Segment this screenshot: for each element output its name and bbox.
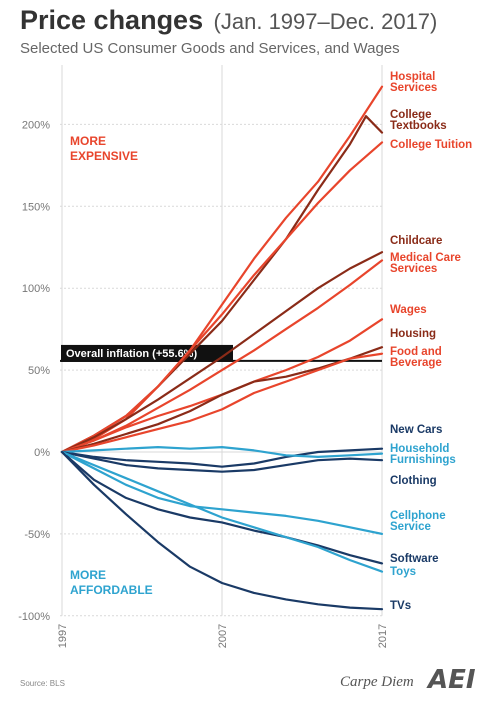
source-note: Source: BLS <box>20 679 65 688</box>
series-lines <box>60 85 384 611</box>
y-tick-label: 100% <box>22 283 50 295</box>
series-label-line: Childcare <box>390 235 442 247</box>
series-label-line: Household <box>390 443 449 455</box>
series-label-line: Services <box>390 82 437 94</box>
series-label-line: College <box>390 109 432 121</box>
more-expensive-label: MORE EXPENSIVE <box>70 134 138 163</box>
series-line-new-cars <box>60 447 384 468</box>
series-label-line: Wages <box>390 304 427 316</box>
series-line-household-furnishings <box>60 446 384 458</box>
series-label-line: Cellphone <box>390 510 446 522</box>
y-tick-label: 0% <box>34 447 50 459</box>
series-label-college-textbooks: College Textbooks <box>390 109 447 132</box>
aei-logo: AEI <box>426 665 476 695</box>
series-label-medical-care-services: Medical Care Services <box>390 252 461 275</box>
series-line-clothing <box>60 450 384 473</box>
y-tick-label: -100% <box>18 611 50 623</box>
series-label-toys: Toys <box>390 566 416 578</box>
y-tick-label: 200% <box>22 119 50 131</box>
series-line-toys <box>60 450 384 573</box>
series-label-line: Software <box>390 553 439 565</box>
series-label-cellphone-service: Cellphone Service <box>390 510 446 533</box>
y-axis-ticks: 200% 150% 100% 50% 0% -50% -100% <box>18 119 50 622</box>
series-label-housing: Housing <box>390 328 436 340</box>
series-label-software: Software <box>390 553 439 565</box>
series-label-childcare: Childcare <box>390 235 442 247</box>
series-label-household-furnishings: Household Furnishings <box>390 443 456 466</box>
series-label-line: Medical Care <box>390 252 461 264</box>
more-affordable-label: MORE AFFORDABLE <box>70 568 153 597</box>
series-label-line: Food and <box>390 346 442 358</box>
x-axis-ticks: 1997 2007 2017 <box>57 624 389 648</box>
series-label-new-cars: New Cars <box>390 424 442 436</box>
series-label-line: Services <box>390 263 437 275</box>
carpe-diem-brand: Carpe Diem <box>340 674 414 690</box>
inflation-annotation: Overall inflation (+55.6%) <box>60 344 382 362</box>
series-label-line: TVs <box>390 600 411 612</box>
inflation-label: Overall inflation (+55.6%) <box>66 348 197 360</box>
more-affordable-line-1: MORE <box>70 568 106 582</box>
series-label-college-tuition: College Tuition <box>390 139 472 151</box>
series-line-cellphone-service <box>60 450 384 535</box>
series-label-food-and-beverage: Food and Beverage <box>390 346 442 369</box>
series-label-line: Service <box>390 521 431 533</box>
chart-subtitle: Selected US Consumer Goods and Services,… <box>20 40 400 57</box>
chart-title-main: Price changes <box>20 5 203 35</box>
series-label-line: Hospital <box>390 71 435 83</box>
series-line-food-and-beverage <box>60 352 384 454</box>
x-tick-label: 1997 <box>57 624 69 648</box>
series-label-line: Toys <box>390 566 416 578</box>
x-tick-label: 2017 <box>377 624 389 648</box>
series-label-hospital-services: Hospital Services <box>390 71 437 94</box>
grid-layer <box>60 65 383 617</box>
more-affordable-line-2: AFFORDABLE <box>70 583 153 597</box>
series-label-line: Beverage <box>390 357 442 369</box>
series-line-college-tuition <box>60 141 384 454</box>
more-expensive-line-1: MORE <box>70 134 106 148</box>
series-label-tvs: TVs <box>390 600 411 612</box>
series-line-childcare <box>60 251 384 454</box>
series-label-line: Housing <box>390 328 436 340</box>
series-line-tvs <box>60 450 384 611</box>
series-label-line: Textbooks <box>390 120 447 132</box>
series-label-clothing: Clothing <box>390 475 437 487</box>
chart-title-dates: (Jan. 1997–Dec. 2017) <box>214 9 438 34</box>
y-tick-label: 50% <box>28 365 50 377</box>
y-tick-label: 150% <box>22 201 50 213</box>
y-tick-label: -50% <box>24 529 50 541</box>
series-line-software <box>60 450 384 565</box>
x-tick-label: 2007 <box>217 624 229 648</box>
series-label-line: Furnishings <box>390 454 456 466</box>
chart-title: Price changes (Jan. 1997–Dec. 2017) <box>20 5 437 35</box>
more-expensive-line-2: EXPENSIVE <box>70 149 138 163</box>
series-label-line: Clothing <box>390 475 437 487</box>
series-label-line: New Cars <box>390 424 442 436</box>
series-label-wages: Wages <box>390 304 427 316</box>
series-label-line: College Tuition <box>390 139 472 151</box>
